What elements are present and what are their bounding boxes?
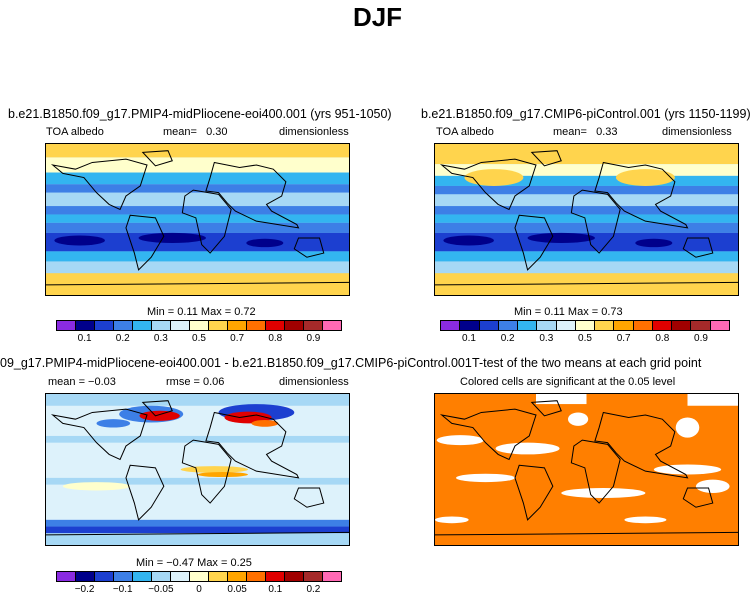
not-significant-cells [435, 394, 738, 524]
colorbar-tick-label: 0.2 [306, 584, 321, 595]
colorbar-tick-label: 0.5 [578, 333, 592, 344]
colorbar-swatch-0 [57, 321, 76, 330]
colorbar-swatch-10 [633, 321, 653, 330]
colorbar-tick-label: 0.9 [306, 333, 321, 344]
minmax-bottom-left: Min = −0.47 Max = 0.25 [136, 557, 252, 569]
colorbar-swatch-11 [266, 321, 285, 330]
colorbar-swatch-3 [114, 321, 133, 330]
colorbar-swatch-10 [247, 572, 266, 581]
panel-title-top-left: b.e21.B1850.f09_g17.PMIP4-midPliocene-eo… [8, 107, 392, 121]
colorbar-tick-label: 0 [196, 584, 202, 595]
colorbar-swatch-5 [537, 321, 557, 330]
variable-label-top-right: TOA albedo [436, 126, 494, 138]
colorbar-swatch-8 [595, 321, 615, 330]
colorbar-swatch-11 [652, 321, 673, 330]
mean-label-bottom-left: mean = −0.03 [48, 376, 116, 388]
colorbar-swatch-12 [285, 321, 304, 330]
colorbar-tick-label: 0.8 [268, 333, 283, 344]
colorbar-swatch-7 [575, 321, 596, 330]
colorbar-swatch-6 [556, 321, 576, 330]
colorbar-tick-label: −0.1 [112, 584, 133, 595]
colorbar-swatch-4 [133, 321, 152, 330]
colorbar-tick-label: 0.5 [192, 333, 206, 344]
colorbar-ticks-difference: −0.2 −0.1 −0.05 0 0.05 0.1 0.2 [56, 584, 342, 596]
colorbar-swatch-1 [76, 321, 95, 330]
colorbar-swatch-6 [171, 572, 190, 581]
map-difference-albedo [45, 393, 350, 546]
colorbar-swatch-8 [209, 321, 228, 330]
colorbar-swatch-8 [209, 572, 228, 581]
colorbar-tick-label: 0.3 [539, 333, 554, 344]
map-ttest-significance [434, 393, 739, 546]
colorbar-difference [56, 571, 342, 582]
colorbar-tick-label: 0.2 [500, 333, 515, 344]
map-picontrol-albedo [434, 143, 739, 296]
colorbar-swatch-1 [76, 572, 95, 581]
colorbar-swatch-7 [190, 572, 209, 581]
colorbar-absolute-left [56, 320, 342, 331]
colorbar-tick-label: 0.1 [268, 584, 283, 595]
units-label-bottom-left: dimensionless [279, 376, 349, 388]
colorbar-swatch-6 [171, 321, 190, 330]
mean-label-top-left: mean= 0.30 [163, 126, 228, 138]
colorbar-swatch-3 [114, 572, 133, 581]
units-label-top-left: dimensionless [279, 126, 349, 138]
colorbar-swatch-12 [672, 321, 692, 330]
colorbar-swatch-4 [518, 321, 538, 330]
colorbar-swatch-14 [323, 572, 341, 581]
colorbar-swatch-9 [228, 572, 247, 581]
colorbar-tick-label: 0.05 [227, 584, 247, 595]
colorbar-swatch-14 [323, 321, 341, 330]
mean-label-top-right: mean= 0.33 [553, 126, 618, 138]
colorbar-tick-label: 0.9 [694, 333, 708, 344]
colorbar-swatch-12 [285, 572, 304, 581]
panel-title-bottom-left: 09_g17.PMIP4-midPliocene-eoi400.001 - b.… [0, 356, 472, 370]
panel-subtitle-bottom-right: Colored cells are significant at the 0.0… [460, 376, 676, 388]
colorbar-swatch-2 [95, 572, 114, 581]
colorbar-swatch-10 [247, 321, 266, 330]
colorbar-swatch-13 [304, 321, 323, 330]
panel-title-bottom-right: T-test of the two means at each grid poi… [472, 356, 702, 370]
colorbar-tick-label: −0.2 [74, 584, 95, 595]
colorbar-swatch-2 [479, 321, 499, 330]
colorbar-tick-label: 0.7 [230, 333, 245, 344]
colorbar-swatch-1 [460, 321, 480, 330]
colorbar-swatch-13 [304, 572, 323, 581]
rmse-label-bottom-left: rmse = 0.06 [166, 376, 225, 388]
colorbar-ticks-absolute-right: 0.1 0.2 0.3 0.5 0.7 0.8 0.9 [440, 333, 730, 345]
colorbar-swatch-9 [614, 321, 634, 330]
colorbar-swatch-13 [691, 321, 711, 330]
colorbar-tick-label: 0.8 [655, 333, 670, 344]
colorbar-swatch-9 [228, 321, 247, 330]
minmax-top-left: Min = 0.11 Max = 0.72 [147, 306, 256, 318]
variable-label-top-left: TOA albedo [46, 126, 104, 138]
colorbar-swatch-3 [498, 321, 519, 330]
colorbar-swatch-0 [57, 572, 76, 581]
colorbar-tick-label: −0.05 [148, 584, 174, 595]
colorbar-tick-label: 0.2 [115, 333, 130, 344]
colorbar-tick-label: 0.1 [462, 333, 476, 344]
minmax-top-right: Min = 0.11 Max = 0.73 [514, 306, 623, 318]
map-midpliocene-albedo [45, 143, 350, 296]
page-title: DJF [352, 2, 403, 32]
units-label-top-right: dimensionless [662, 126, 732, 138]
colorbar-tick-label: 0.7 [616, 333, 631, 344]
colorbar-tick-label: 0.3 [153, 333, 168, 344]
colorbar-swatch-7 [190, 321, 209, 330]
colorbar-swatch-14 [710, 321, 729, 330]
colorbar-swatch-5 [152, 321, 171, 330]
colorbar-ticks-absolute-left: 0.1 0.2 0.3 0.5 0.7 0.8 0.9 [56, 333, 342, 345]
colorbar-absolute-right [440, 320, 730, 331]
colorbar-swatch-4 [133, 572, 152, 581]
colorbar-tick-label: 0.1 [77, 333, 92, 344]
colorbar-swatch-5 [152, 572, 171, 581]
colorbar-swatch-0 [441, 321, 461, 330]
colorbar-swatch-11 [266, 572, 285, 581]
colorbar-swatch-2 [95, 321, 114, 330]
panel-title-top-right: b.e21.B1850.f09_g17.CMIP6-piControl.001 … [421, 107, 751, 121]
